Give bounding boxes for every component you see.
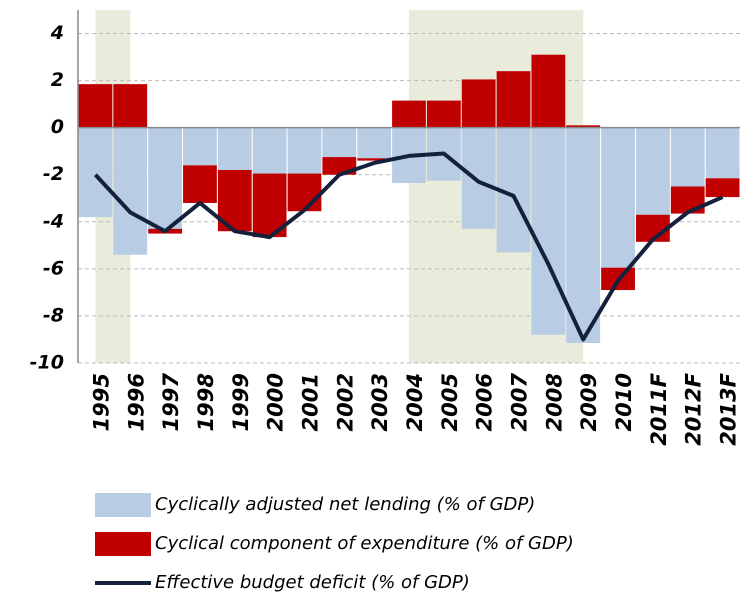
bar	[357, 158, 392, 161]
bar	[705, 178, 740, 198]
bar	[113, 127, 148, 255]
x-tick-label: 2009	[577, 373, 601, 431]
x-tick-label: 1995	[89, 373, 113, 431]
bar	[78, 84, 113, 128]
y-tick-label: -4	[43, 210, 64, 232]
bar	[357, 127, 392, 159]
y-tick-label: -8	[43, 304, 64, 326]
bar	[566, 125, 601, 128]
bar	[670, 186, 705, 214]
bar	[531, 127, 566, 335]
bar	[183, 127, 217, 166]
bar	[601, 127, 635, 268]
line	[93, 151, 724, 342]
legend-label: Cyclical component of expenditure (% of …	[155, 533, 574, 554]
bar	[322, 127, 357, 158]
bar	[461, 127, 496, 229]
bar	[461, 79, 496, 128]
y-tick-label: -6	[43, 257, 64, 279]
bar	[252, 127, 287, 174]
y-tick-label: -10	[30, 352, 64, 374]
y-tick-label: -2	[43, 163, 64, 185]
x-tick-label: 2004	[403, 373, 427, 431]
y-tick-label: 2	[51, 69, 64, 91]
legend-label: Cyclically adjusted net lending (% of GD…	[155, 494, 535, 515]
x-tick-label: 1997	[159, 373, 183, 432]
x-tick-label: 2008	[542, 373, 566, 431]
legend-label: Effective budget deficit (% of GDP)	[155, 572, 470, 593]
x-tick-label: 2010	[612, 373, 636, 431]
bar	[392, 100, 426, 128]
bar	[670, 127, 705, 187]
x-tick-label: 2006	[473, 373, 497, 431]
bar	[635, 127, 670, 215]
x-tick-label: 2011F	[647, 372, 671, 445]
bar	[426, 100, 461, 128]
x-tick-label: 2003	[368, 373, 392, 431]
bar	[705, 127, 740, 179]
x-tick-label: 2002	[333, 373, 357, 431]
legend-swatch	[95, 493, 151, 517]
y-tick-label: 0	[51, 116, 64, 138]
bar	[531, 54, 566, 128]
x-tick-label: 2005	[438, 373, 462, 431]
x-tick-label: 2007	[508, 373, 532, 432]
x-tick-label: 1998	[194, 373, 218, 431]
bar	[183, 165, 217, 203]
bar	[287, 127, 322, 174]
x-tick-label: 2012F	[682, 372, 706, 445]
bar	[566, 127, 601, 343]
x-tick-label: 2000	[264, 373, 288, 431]
x-tick-label: 2001	[298, 373, 322, 431]
bar	[217, 127, 252, 171]
bar	[78, 127, 113, 218]
x-tick-label: 1996	[124, 373, 148, 431]
bar	[287, 173, 322, 212]
legend-swatch	[95, 532, 151, 556]
bar	[148, 127, 183, 229]
x-tick-label: 2013F	[717, 372, 741, 445]
bar	[113, 84, 148, 128]
y-tick-label: 4	[50, 22, 64, 44]
bar	[496, 71, 531, 128]
x-tick-label: 1999	[229, 373, 253, 431]
